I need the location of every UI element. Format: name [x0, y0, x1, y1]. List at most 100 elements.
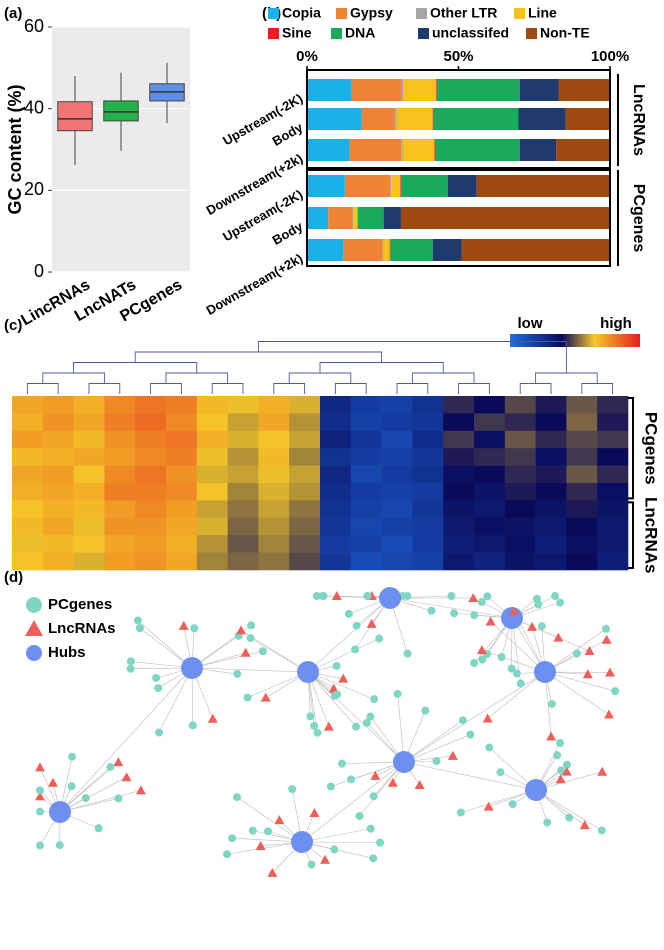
heatmap-cell — [166, 430, 198, 449]
legend-swatch — [526, 28, 537, 39]
pcgene-node — [94, 824, 103, 833]
heatmap-cell — [12, 430, 44, 449]
legend-label: Gypsy — [350, 5, 393, 21]
pcgene-node — [432, 756, 441, 765]
heatmap-cell — [566, 500, 598, 519]
pcgene-node — [243, 693, 252, 702]
heatmap-cell — [104, 396, 136, 414]
edge — [481, 649, 546, 673]
bar-segment — [383, 207, 401, 229]
bar-segment — [432, 108, 434, 130]
panel-label: (d) — [4, 569, 23, 586]
heatmap-cell — [196, 465, 228, 484]
lncrna-node — [35, 791, 45, 801]
heatmap-cell — [535, 500, 567, 519]
x-tick-label: 50% — [443, 48, 473, 65]
x-tick-label: 100% — [591, 48, 629, 65]
bar-segment — [349, 139, 401, 161]
pcgene-node — [351, 645, 360, 654]
heatmap-cell — [443, 413, 475, 432]
lncrna-node — [113, 757, 124, 767]
heatmap-cell — [166, 483, 198, 501]
heatmap-cell — [258, 465, 290, 484]
legend-swatch — [336, 8, 347, 19]
edge — [535, 789, 602, 831]
edge — [359, 761, 405, 817]
heatmap-cell — [227, 413, 259, 432]
heatmap-cell — [196, 535, 228, 553]
pcgene-node — [133, 616, 142, 625]
pcgene-node — [553, 751, 562, 760]
lncrna-node — [260, 692, 271, 702]
lncrna-node — [414, 779, 425, 789]
hub-node — [291, 831, 313, 853]
heatmap-cell — [412, 483, 444, 501]
heatmap-cell — [104, 413, 136, 432]
pcgene-node — [478, 655, 487, 664]
pcgene-node — [258, 647, 267, 656]
heatmap-cell — [289, 448, 321, 466]
pcgene-node — [450, 609, 459, 618]
heatmap-cell — [350, 413, 382, 432]
heatmap-cell — [135, 448, 167, 466]
heatmap-cell — [135, 430, 167, 449]
heatmap-cell — [196, 448, 228, 466]
pcgene-node — [330, 845, 339, 854]
bar-segment — [434, 139, 435, 161]
heatmap-cell — [474, 465, 506, 484]
heatmap-cell — [535, 483, 567, 501]
pcgene-node — [543, 818, 552, 827]
panel-label: (a) — [4, 5, 22, 22]
heatmap-cell — [166, 448, 198, 466]
pcgene-node — [556, 598, 565, 607]
lncrna-node — [476, 645, 487, 655]
pcgene-node — [36, 786, 44, 795]
pcgene-node — [307, 860, 316, 869]
bar-segment — [307, 139, 350, 161]
legend-marker — [26, 645, 42, 661]
pcgene-node — [264, 827, 273, 836]
dendrogram-branch — [134, 351, 383, 363]
pcgene-node — [347, 775, 356, 784]
heatmap-cell — [474, 535, 506, 553]
lncrna-node — [240, 647, 251, 657]
edge — [403, 761, 537, 791]
bar-segment — [390, 175, 392, 197]
heatmap-cell — [196, 552, 228, 571]
heatmap-cell — [104, 465, 136, 484]
heatmap-cell — [104, 430, 136, 449]
heatmap-cell — [104, 483, 136, 501]
heatmap-cell — [535, 448, 567, 466]
hub-node — [534, 661, 556, 683]
heatmap-cell — [166, 517, 198, 536]
pcgene-node — [370, 695, 379, 704]
nodes — [35, 587, 620, 877]
pcgene-node — [232, 793, 241, 802]
bar-segment — [401, 79, 404, 101]
bar-segment — [402, 139, 435, 161]
heatmap-cell — [504, 517, 536, 536]
pcgene-node — [369, 792, 378, 801]
pcgene-node — [248, 826, 257, 835]
lncrna-node — [323, 721, 334, 731]
group-bracket — [628, 397, 634, 500]
colorbar — [510, 334, 640, 347]
heatmap-cell — [196, 500, 228, 519]
dendrogram-branch — [88, 383, 121, 394]
pcgene-node — [155, 728, 164, 737]
heatmap-cell — [474, 413, 506, 432]
lncrna-node — [267, 867, 278, 877]
pcgene-node — [355, 812, 364, 821]
pcgene-node — [547, 699, 556, 708]
pcgene-node — [537, 622, 546, 631]
lncrna-node — [468, 593, 479, 603]
edge — [535, 771, 603, 791]
heatmap-cell — [104, 535, 136, 553]
heatmap-cell — [320, 465, 352, 484]
legend-swatch — [268, 28, 279, 39]
heatmap-cell — [12, 535, 44, 553]
heatmap-cell — [535, 430, 567, 449]
lncrna-node — [331, 591, 342, 600]
lncrna-node — [387, 777, 398, 787]
